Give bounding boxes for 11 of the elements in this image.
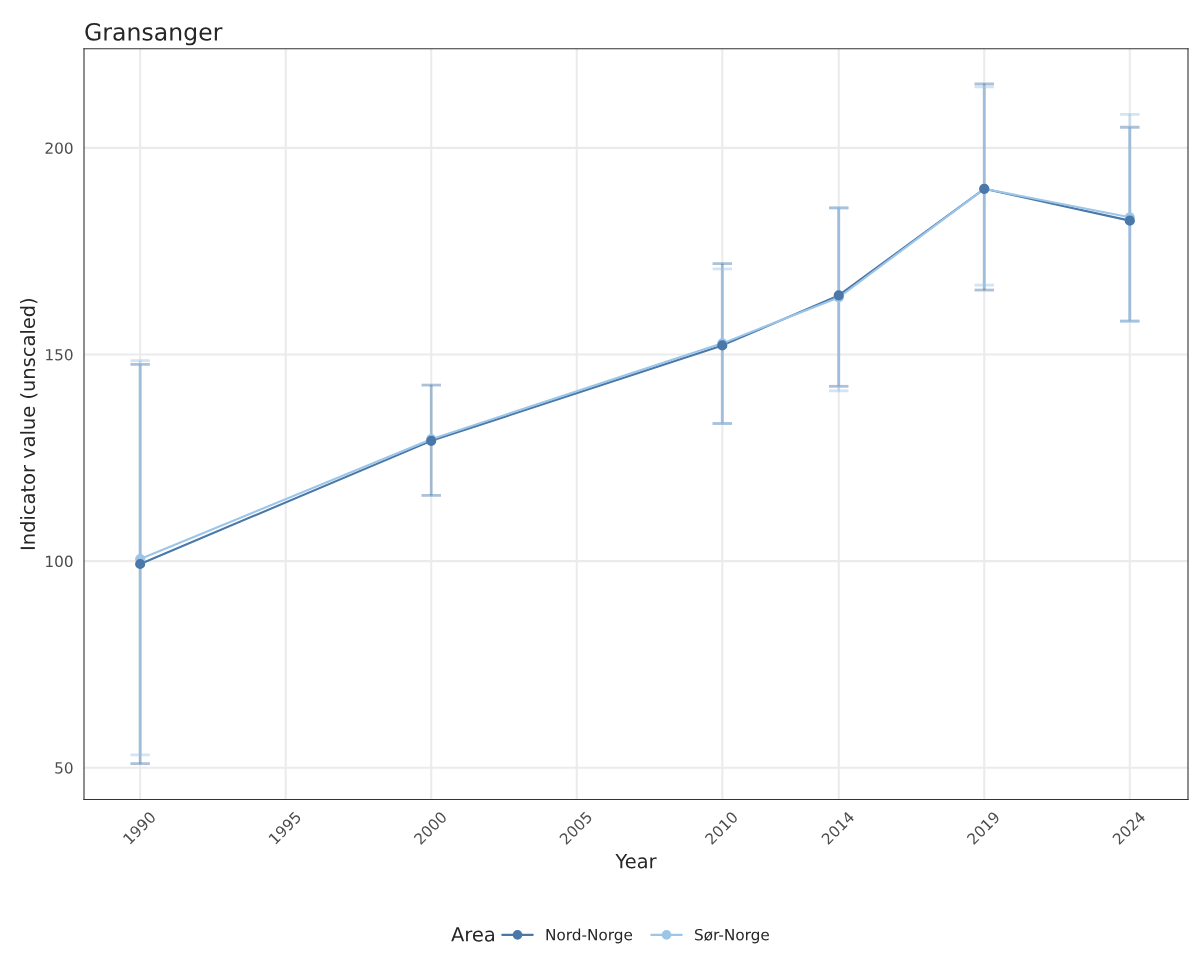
x-axis-title: Year <box>615 854 657 869</box>
y-tick-label: 200 <box>45 142 73 154</box>
legend-title: Area <box>451 927 494 942</box>
y-axis-title: Indicator value (unscaled) <box>20 298 38 550</box>
y-tick-label: 100 <box>46 555 73 568</box>
chart-title: Gransanger <box>85 22 223 46</box>
point <box>135 558 146 570</box>
y-tick-label: 150 <box>46 348 73 361</box>
legend-label: Nord-Norge <box>546 928 633 944</box>
y-tick-label: 50 <box>55 762 73 774</box>
legend-label: Sør-Norge <box>695 928 769 944</box>
